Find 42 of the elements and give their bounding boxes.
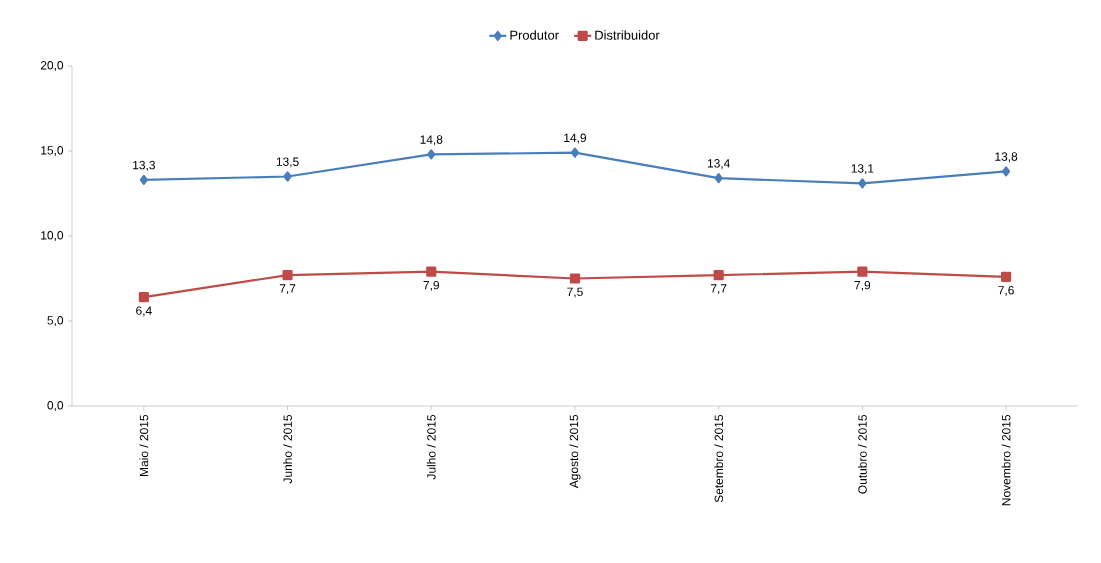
data-label: 7,5 [567, 287, 583, 298]
data-label: 13,8 [995, 152, 1018, 163]
y-tick-label: 5,0 [47, 316, 64, 326]
data-label: 13,5 [276, 157, 299, 168]
data-label: 14,8 [420, 135, 443, 146]
point [858, 178, 867, 189]
x-tick-label: Agosto / 2015 [569, 414, 581, 489]
point [1000, 271, 1012, 282]
point [570, 147, 580, 158]
x-tick-label: Novembro / 2015 [1001, 414, 1011, 506]
point [138, 292, 149, 303]
point [427, 149, 436, 160]
point [569, 273, 581, 284]
point [283, 171, 292, 182]
data-label: 14,9 [564, 133, 587, 144]
y-tick-label: 20,0 [40, 61, 64, 71]
point [426, 266, 437, 277]
legend-label: Produtor [510, 30, 559, 40]
point [713, 270, 724, 281]
x-tick-label: Outubro / 2015 [857, 414, 867, 494]
point [857, 266, 868, 277]
data-label: 7,9 [854, 280, 871, 291]
x-tick-label: Junho / 2015 [283, 414, 292, 484]
point [714, 173, 723, 184]
data-label: 13,4 [707, 159, 730, 169]
x-tick-label: Setembro / 2015 [714, 414, 724, 503]
x-tick-label: Julho / 2015 [426, 414, 436, 480]
y-tick-label: 15,0 [41, 146, 64, 156]
y-tick-label: 10,0 [41, 231, 64, 241]
data-label: 7,7 [279, 284, 296, 295]
point [1001, 166, 1011, 177]
data-label: 7,9 [423, 280, 439, 291]
x-tick-label: Maio / 2015 [139, 414, 149, 476]
legend-label: Distribuidor [595, 30, 660, 40]
data-label: 7,7 [710, 284, 727, 295]
data-label: 13,1 [851, 164, 874, 175]
data-label: 13,3 [133, 160, 155, 171]
data-label: 7,6 [998, 286, 1014, 296]
data-label: 6,4 [136, 306, 152, 317]
point [282, 270, 293, 281]
point [139, 174, 148, 185]
y-tick-label: 0,0 [47, 401, 64, 411]
